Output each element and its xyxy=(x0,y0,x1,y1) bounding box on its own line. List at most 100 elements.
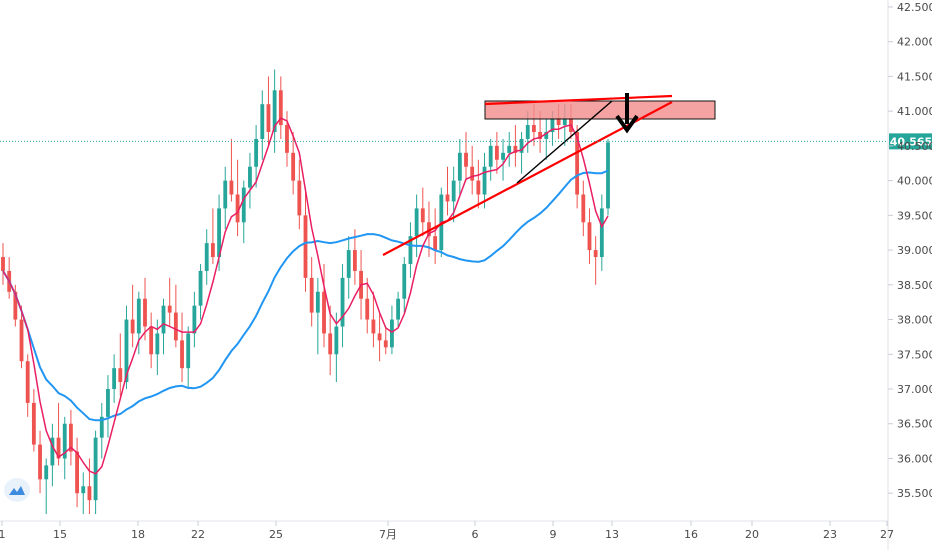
candle-body xyxy=(445,194,450,202)
drawings-layer xyxy=(382,93,716,256)
x-tick-label: 13 xyxy=(605,528,619,541)
candle xyxy=(494,131,499,174)
candle xyxy=(198,263,203,320)
candle xyxy=(112,354,117,403)
current-price-label: 40.565 xyxy=(890,135,932,148)
candle-body xyxy=(149,326,154,355)
candle xyxy=(38,430,42,494)
candle xyxy=(167,277,172,327)
x-tick-label: 23 xyxy=(823,528,837,541)
candle-body xyxy=(414,208,419,237)
candle xyxy=(544,118,549,160)
y-axis: 42.500 42.000 41.500 41.000 40.500 40.000 39.5… xyxy=(888,1,932,500)
candle xyxy=(433,208,438,264)
candle xyxy=(414,194,419,258)
candle-body xyxy=(352,250,357,271)
y-tick-label: 39.000 xyxy=(897,244,932,257)
candle-body xyxy=(155,333,160,355)
y-tick-label: 42.500 xyxy=(897,1,932,14)
candle xyxy=(507,131,512,167)
candle-body xyxy=(229,180,234,195)
candle-body xyxy=(532,125,536,132)
candle xyxy=(272,69,277,153)
candle-body xyxy=(408,236,413,264)
candle-body xyxy=(544,131,549,139)
candle-body xyxy=(346,250,351,278)
y-tick-label: 41.500 xyxy=(897,70,932,83)
x-tick-label: 9 xyxy=(550,528,557,541)
candle-body xyxy=(402,263,407,299)
candles-layer xyxy=(1,69,610,515)
tradingview-logo-icon[interactable] xyxy=(4,478,30,502)
candle xyxy=(322,263,326,348)
x-tick-label: 6 xyxy=(472,528,479,541)
x-tick-label: 25 xyxy=(269,528,283,541)
candle xyxy=(254,125,259,188)
candle xyxy=(340,263,345,348)
candle-body xyxy=(87,486,92,501)
candle xyxy=(106,375,110,438)
x-tick-label: 22 xyxy=(191,528,205,541)
candle xyxy=(99,402,104,459)
candle-body xyxy=(420,208,425,223)
candle-body xyxy=(581,194,586,223)
candle xyxy=(482,152,487,209)
candle-body xyxy=(106,389,110,417)
candle xyxy=(420,187,425,237)
candle-body xyxy=(556,118,561,126)
y-tick-label: 37.000 xyxy=(897,383,932,396)
candle-body xyxy=(457,152,462,181)
candle-body xyxy=(248,166,252,188)
candle-body xyxy=(1,257,5,271)
y-tick-label: 39.500 xyxy=(897,209,932,222)
candle-body xyxy=(81,486,86,494)
x-tick-label: 27 xyxy=(880,528,894,541)
candle-body xyxy=(291,152,296,181)
candle-body xyxy=(38,444,42,480)
candle xyxy=(180,312,184,383)
candle-body xyxy=(390,319,394,348)
resistance-zone xyxy=(484,100,716,120)
candle-body xyxy=(278,90,283,126)
y-tick-label: 36.000 xyxy=(897,452,932,465)
candle xyxy=(143,277,147,341)
candle-body xyxy=(217,208,221,258)
candle-body xyxy=(50,437,55,466)
candle-body xyxy=(464,152,468,167)
down-arrow-head-icon xyxy=(615,114,639,134)
candle-body xyxy=(44,465,49,480)
y-tick-label: 42.000 xyxy=(897,36,932,49)
candle-body xyxy=(371,319,376,334)
candle-body xyxy=(198,270,203,306)
candle xyxy=(223,166,228,230)
candle xyxy=(31,389,36,452)
candle-body xyxy=(482,166,487,195)
candle-body xyxy=(266,104,271,132)
candle-body xyxy=(377,333,382,341)
candle xyxy=(62,416,67,480)
candle-body xyxy=(223,180,228,209)
candle xyxy=(186,326,191,390)
y-tick-label: 35.500 xyxy=(897,487,932,500)
candle xyxy=(260,90,265,160)
candle xyxy=(173,284,178,348)
candle xyxy=(297,159,302,230)
candle xyxy=(204,229,209,285)
candle xyxy=(25,354,30,417)
candle xyxy=(87,458,92,515)
candle xyxy=(192,291,197,348)
candle xyxy=(229,138,234,202)
candle-body xyxy=(476,180,481,195)
y-tick-label: 38.000 xyxy=(897,314,932,327)
candle-body xyxy=(396,298,401,320)
y-tick-label: 38.500 xyxy=(897,279,932,292)
candle xyxy=(248,152,252,209)
candle xyxy=(587,208,592,264)
candle-body xyxy=(315,291,320,313)
x-tick-label: 20 xyxy=(745,528,759,541)
y-tick-label: 40.000 xyxy=(897,175,932,188)
candle xyxy=(278,76,283,139)
candle-body xyxy=(427,222,431,237)
candle xyxy=(235,159,240,237)
